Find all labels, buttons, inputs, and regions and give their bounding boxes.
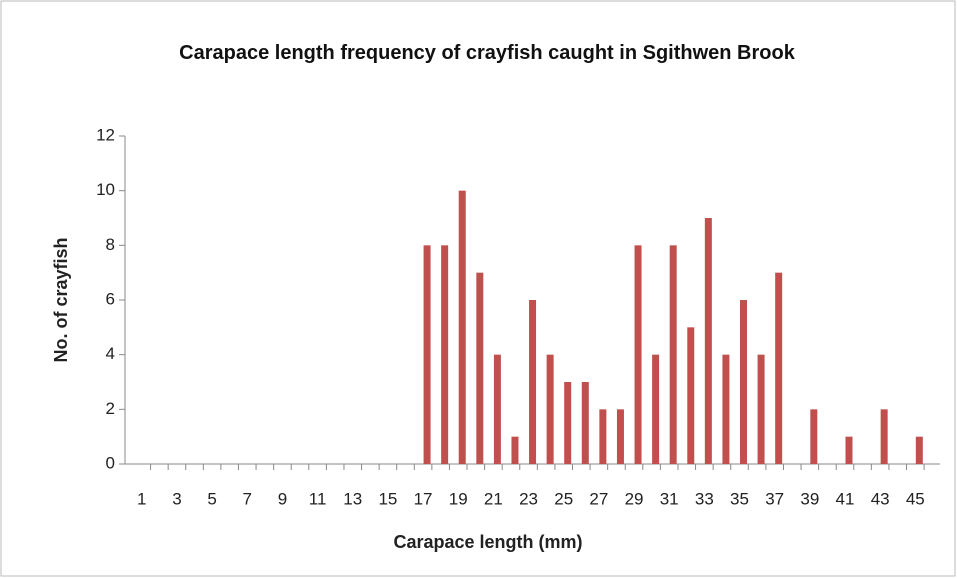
bar bbox=[810, 409, 818, 464]
x-tick-label: 29 bbox=[625, 489, 644, 508]
bar bbox=[740, 300, 748, 464]
y-axis-label: No. of crayfish bbox=[51, 237, 71, 362]
bar bbox=[669, 245, 677, 464]
bar bbox=[458, 190, 466, 464]
x-tick-label: 27 bbox=[589, 489, 608, 508]
bar bbox=[757, 354, 765, 464]
x-tick-label: 11 bbox=[309, 489, 327, 508]
bar bbox=[423, 245, 431, 464]
x-tick-label: 9 bbox=[278, 489, 287, 508]
bar bbox=[441, 245, 449, 464]
x-tick-label: 31 bbox=[660, 489, 679, 508]
x-tick-label: 45 bbox=[906, 489, 925, 508]
x-tick-label: 35 bbox=[730, 489, 749, 508]
x-tick-label: 37 bbox=[765, 489, 784, 508]
bar bbox=[704, 218, 712, 464]
bar bbox=[845, 436, 853, 464]
bar bbox=[511, 436, 519, 464]
y-tick-label: 8 bbox=[106, 235, 115, 254]
bar bbox=[564, 382, 572, 464]
y-tick-label: 10 bbox=[96, 180, 115, 199]
x-tick-label: 39 bbox=[800, 489, 819, 508]
y-tick-label: 0 bbox=[106, 453, 115, 472]
y-tick-label: 2 bbox=[106, 399, 115, 418]
chart-title: Carapace length frequency of crayfish ca… bbox=[179, 42, 795, 64]
y-tick-label: 12 bbox=[96, 125, 115, 144]
y-tick-label: 4 bbox=[106, 344, 115, 363]
x-tick-label: 13 bbox=[343, 489, 362, 508]
bar bbox=[581, 382, 589, 464]
x-tick-label: 19 bbox=[449, 489, 468, 508]
bar bbox=[915, 436, 923, 464]
y-tick-label: 6 bbox=[106, 289, 115, 308]
x-tick-label: 5 bbox=[207, 489, 216, 508]
x-tick-label: 1 bbox=[137, 489, 146, 508]
bar bbox=[652, 354, 660, 464]
x-tick-label: 3 bbox=[172, 489, 181, 508]
bar bbox=[880, 409, 888, 464]
bar bbox=[599, 409, 607, 464]
bar bbox=[616, 409, 624, 464]
bar bbox=[687, 327, 695, 464]
bar bbox=[775, 272, 783, 464]
bar bbox=[529, 300, 537, 464]
x-tick-label: 7 bbox=[243, 489, 252, 508]
bar bbox=[476, 272, 484, 464]
x-tick-label: 17 bbox=[414, 489, 433, 508]
x-tick-label: 33 bbox=[695, 489, 714, 508]
x-tick-label: 41 bbox=[836, 489, 855, 508]
bar bbox=[722, 354, 730, 464]
bar bbox=[546, 354, 554, 464]
x-tick-label: 25 bbox=[554, 489, 573, 508]
x-tick-label: 15 bbox=[378, 489, 397, 508]
x-tick-label: 43 bbox=[871, 489, 890, 508]
x-axis-label: Carapace length (mm) bbox=[393, 532, 582, 552]
bar bbox=[634, 245, 642, 464]
bar bbox=[493, 354, 501, 464]
x-tick-label: 21 bbox=[484, 489, 503, 508]
x-tick-label: 23 bbox=[519, 489, 538, 508]
